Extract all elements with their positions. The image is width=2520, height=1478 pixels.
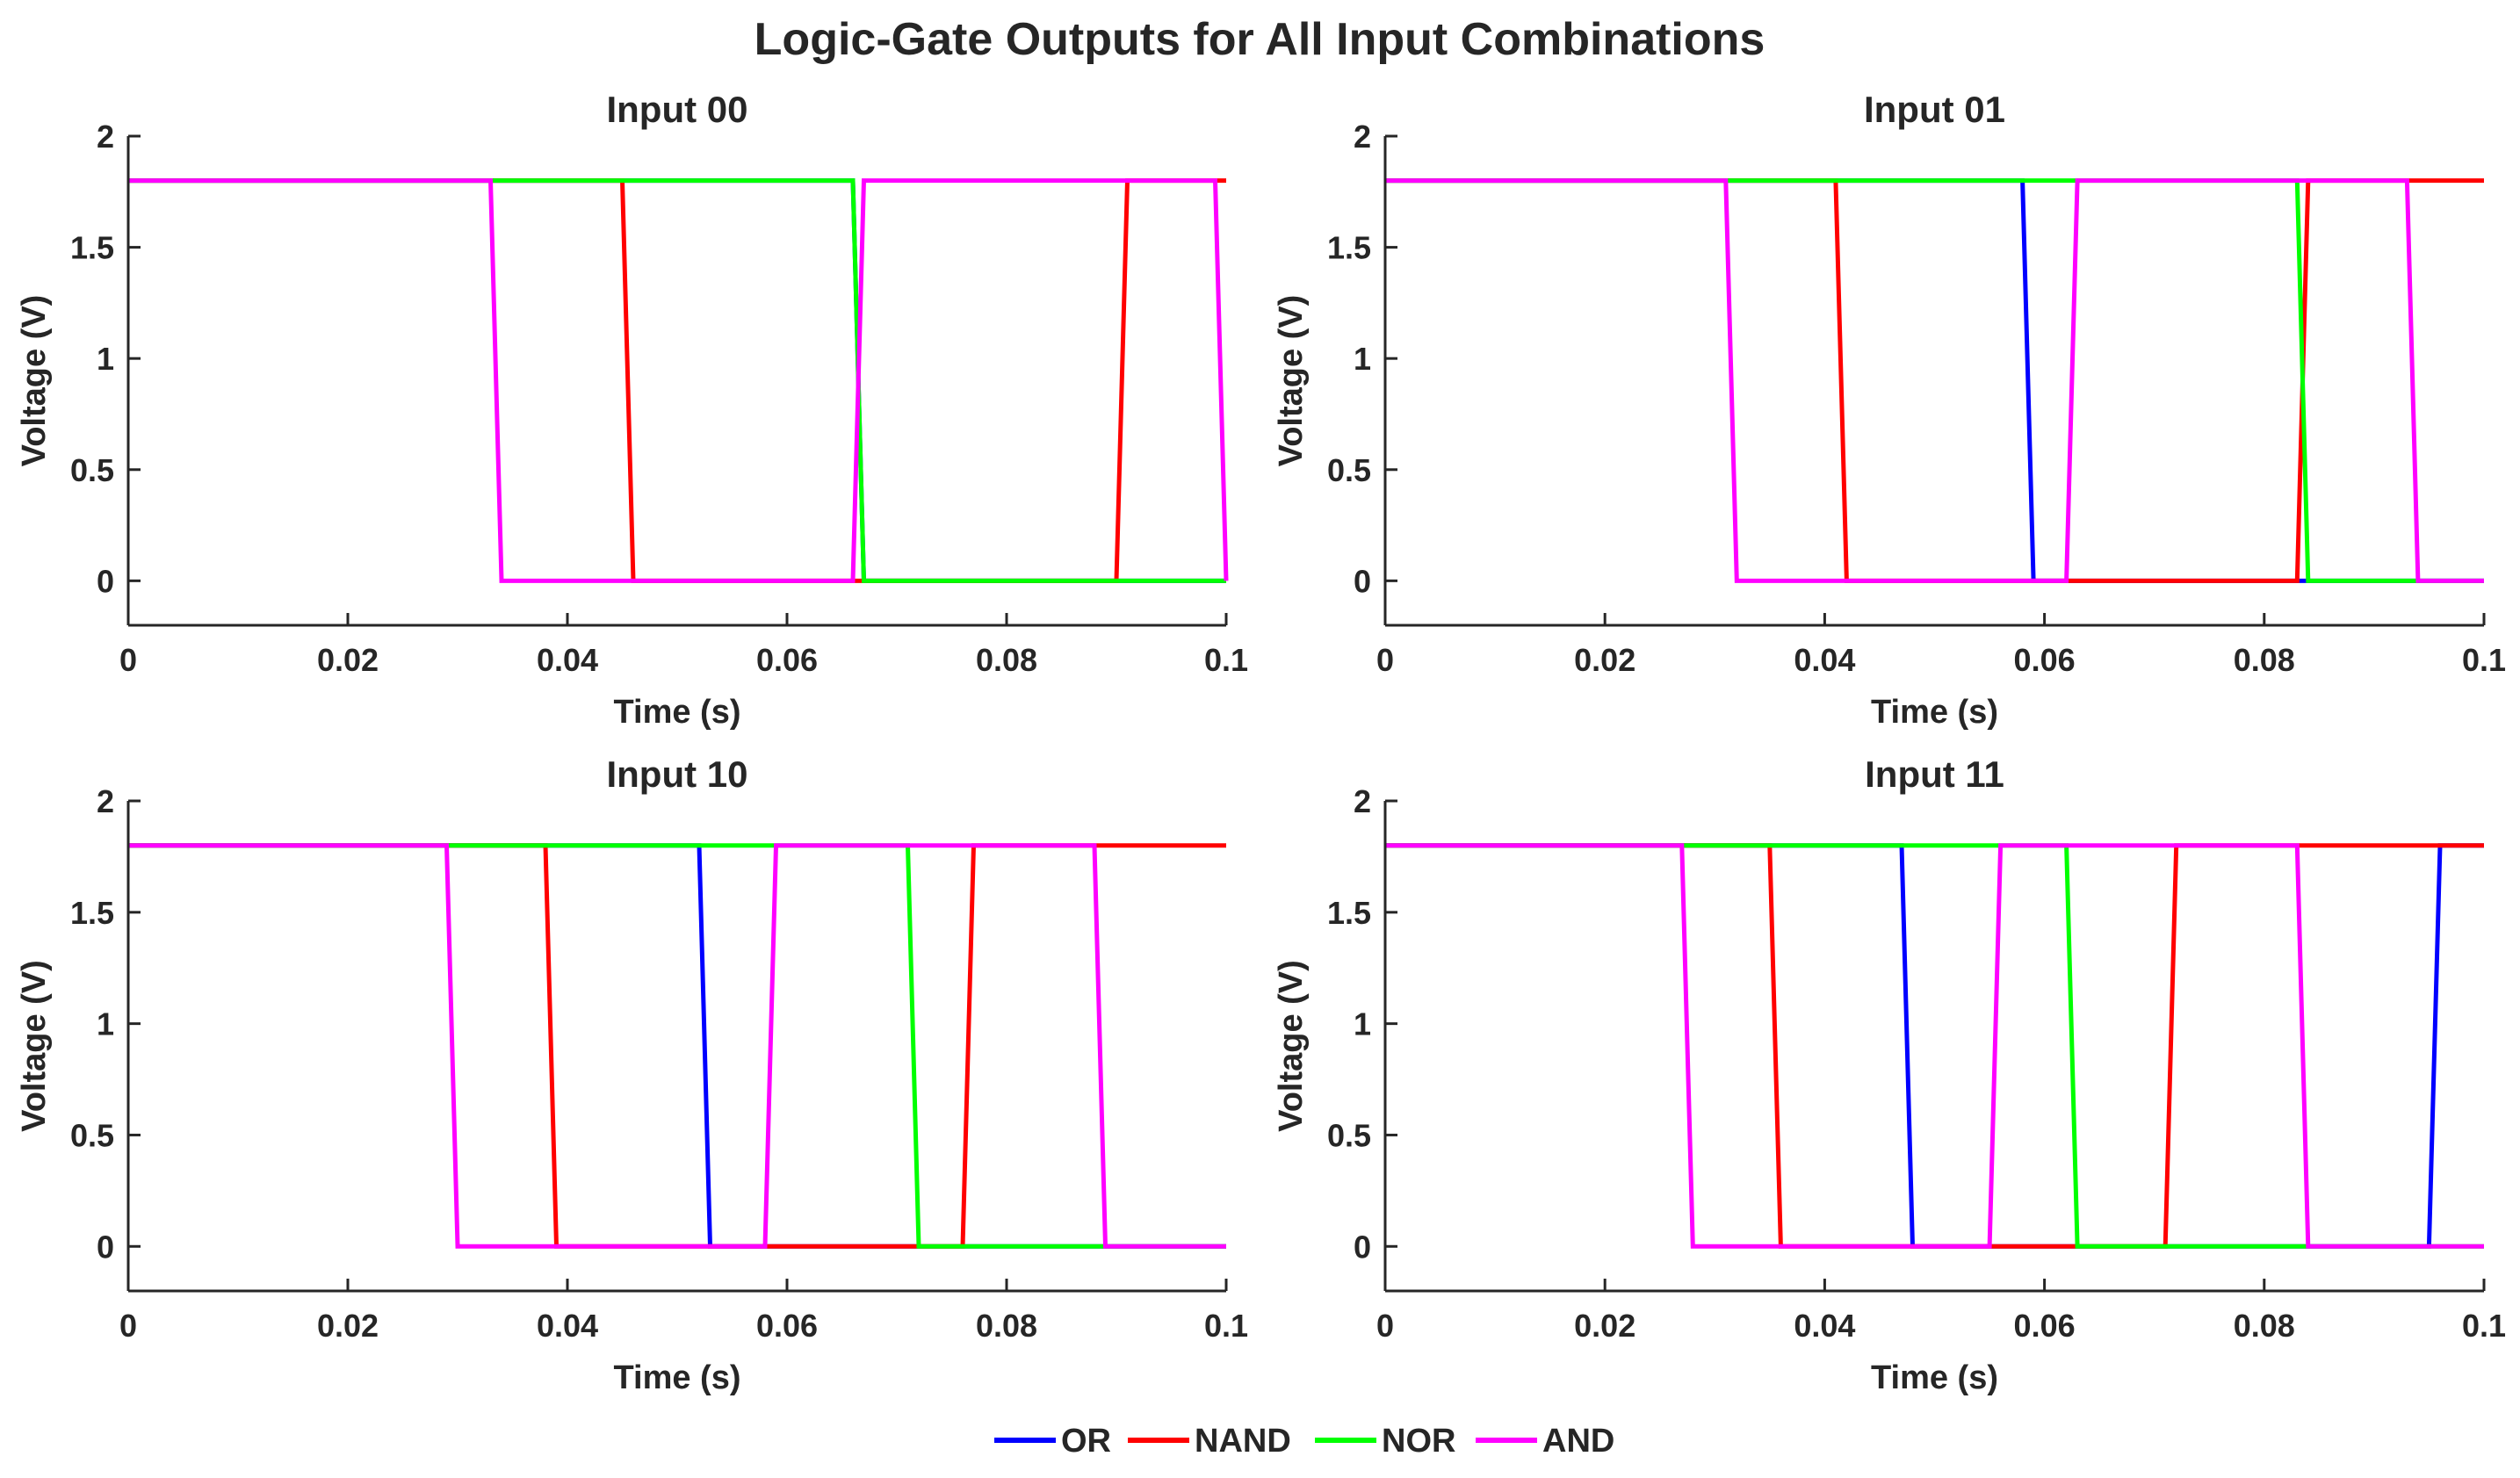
subplot-title: Input 00 [606,89,747,130]
x-tick-label: 0.02 [317,642,379,678]
x-tick-label: 0.1 [1204,642,1248,678]
series-line-nor [128,843,1226,1249]
subplot-title: Input 01 [1864,89,2005,130]
x-tick-label: 0.02 [1574,642,1635,678]
series-line-or [1385,843,2484,1249]
subplot-4: Input 11 0 0.02 0.04 0.06 0.08 0.1 0 0.5 1 1.5 2 Tim… [1273,753,2506,1396]
x-tick-label: 0.06 [756,1308,818,1344]
x-axis-label: Time (s) [613,1359,740,1396]
y-tick-label: 2 [1354,119,1371,155]
series-line-nand [1385,843,2484,1249]
y-tick-label: 0.5 [70,1117,114,1153]
series-line-or [128,843,1226,1249]
legend: OR NAND NOR AND [994,1423,1614,1460]
y-tick-label: 0 [97,563,114,599]
x-tick-label: 0.1 [1204,1308,1248,1344]
x-tick-label: 0.06 [756,642,818,678]
series-line-or [1385,178,2484,583]
series-line-nand [128,843,1226,1249]
y-axis-label: Voltage (V) [16,295,53,467]
y-tick-label: 1.5 [1327,230,1371,266]
x-tick-label: 0 [1376,642,1394,678]
subplot-title: Input 11 [1865,753,2004,795]
legend-label-and: AND [1542,1423,1614,1460]
y-tick-label: 0.5 [70,452,114,488]
x-tick-label: 0.08 [2234,642,2295,678]
y-tick-label: 1 [1354,1006,1371,1042]
series-line-and [1385,178,2484,583]
series-line-nand [128,178,1226,583]
legend-label-or: OR [1061,1423,1111,1460]
x-axis-label: Time (s) [1871,694,1998,731]
y-tick-label: 0.5 [1327,452,1371,488]
series-line-nor [1385,843,2484,1249]
x-tick-label: 0.04 [1794,1308,1855,1344]
y-tick-label: 1.5 [1327,895,1371,931]
x-tick-label: 0.04 [537,1308,598,1344]
y-tick-label: 1 [1354,341,1371,377]
y-tick-label: 1.5 [70,230,114,266]
y-tick-label: 2 [1354,783,1371,819]
series-line-and [128,843,1226,1249]
series-line-and [128,178,1229,583]
x-tick-label: 0.06 [2014,1308,2076,1344]
series-line-and [1385,843,2484,1249]
y-axis-label: Voltage (V) [1273,295,1310,467]
x-tick-label: 0.04 [1794,642,1855,678]
figure-title: Logic-Gate Outputs for All Input Combina… [755,14,1765,65]
y-tick-label: 0.5 [1327,1117,1371,1153]
x-tick-label: 0.08 [976,1308,1037,1344]
series-line-nor [1385,178,2484,583]
y-tick-label: 1 [97,1006,114,1042]
series-line-or [128,178,1226,583]
series-line-nor [128,178,1226,583]
x-tick-label: 0.1 [2462,642,2506,678]
x-tick-label: 0.06 [2014,642,2076,678]
x-tick-label: 0 [1376,1308,1394,1344]
x-axis-label: Time (s) [613,694,740,731]
y-axis-label: Voltage (V) [1273,960,1310,1132]
x-tick-label: 0 [119,1308,137,1344]
legend-label-nor: NOR [1382,1423,1455,1460]
subplot-1: Input 00 0 0.02 0.04 0.06 0.08 0.1 0 0.5 1 1.5 2 Tim… [16,89,1248,731]
y-tick-label: 0 [1354,563,1371,599]
x-tick-label: 0 [119,642,137,678]
y-tick-label: 1 [97,341,114,377]
legend-label-nand: NAND [1195,1423,1291,1460]
y-tick-label: 2 [97,783,114,819]
x-tick-label: 0.02 [1574,1308,1635,1344]
subplot-title: Input 10 [606,753,747,795]
x-tick-label: 0.02 [317,1308,379,1344]
y-tick-label: 0 [97,1229,114,1265]
subplot-2: Input 01 0 0.02 0.04 0.06 0.08 0.1 0 0.5 1 1.5 2 Tim… [1273,89,2506,731]
x-tick-label: 0.08 [2234,1308,2295,1344]
x-tick-label: 0.08 [976,642,1037,678]
series-line-nand [1385,178,2484,583]
subplot-3: Input 10 0 0.02 0.04 0.06 0.08 0.1 0 0.5 1 1.5 2 Tim… [16,753,1248,1396]
x-tick-label: 0.1 [2462,1308,2506,1344]
y-tick-label: 0 [1354,1229,1371,1265]
y-axis-label: Voltage (V) [16,960,53,1132]
x-tick-label: 0.04 [537,642,598,678]
x-axis-label: Time (s) [1871,1359,1998,1396]
y-tick-label: 1.5 [70,895,114,931]
y-tick-label: 2 [97,119,114,155]
